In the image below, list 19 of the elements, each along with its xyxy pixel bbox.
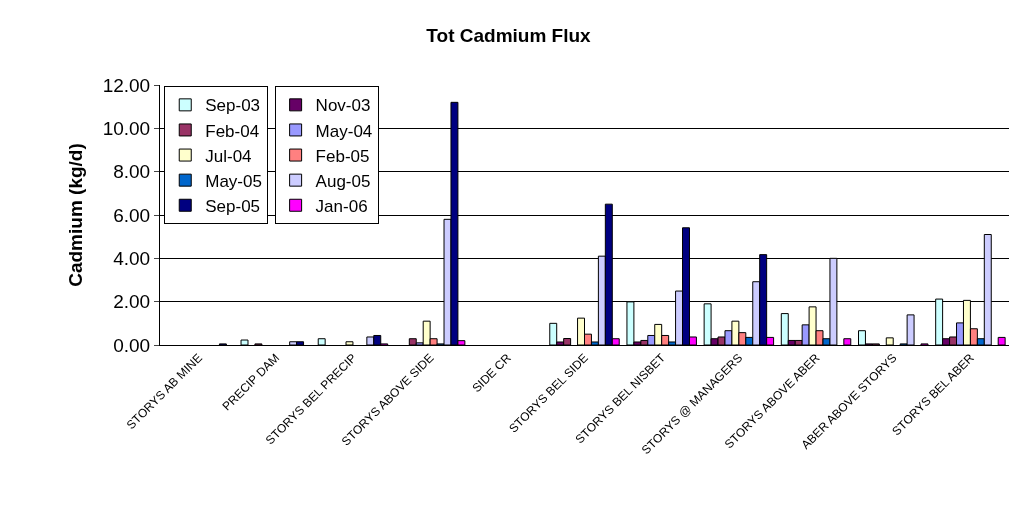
chart-title: Tot Cadmium Flux xyxy=(426,25,592,47)
y-axis-title: Cadmium (kg/d) xyxy=(64,143,86,287)
legend-label: Jul-04 xyxy=(205,146,252,166)
legend-label: Jan-06 xyxy=(315,196,368,216)
y-tick-label: 4.00 xyxy=(113,247,151,269)
legend-label: Nov-03 xyxy=(315,96,371,116)
legend-label: Sep-05 xyxy=(205,196,261,216)
y-tick-label: 0.00 xyxy=(113,334,151,356)
y-tick-label: 8.00 xyxy=(113,161,151,183)
legend-label: May-05 xyxy=(205,171,262,191)
y-tick-label: 10.00 xyxy=(102,117,151,139)
legend-label: Aug-05 xyxy=(315,171,371,191)
legend-label: Sep-03 xyxy=(205,96,261,116)
y-tick-label: 12.00 xyxy=(102,74,151,96)
legend-label: Feb-05 xyxy=(315,146,370,166)
legend-label: Feb-04 xyxy=(205,121,260,141)
y-tick-label: 6.00 xyxy=(113,204,151,226)
legend-label: May-04 xyxy=(315,121,373,141)
y-tick-label: 2.00 xyxy=(113,291,151,313)
